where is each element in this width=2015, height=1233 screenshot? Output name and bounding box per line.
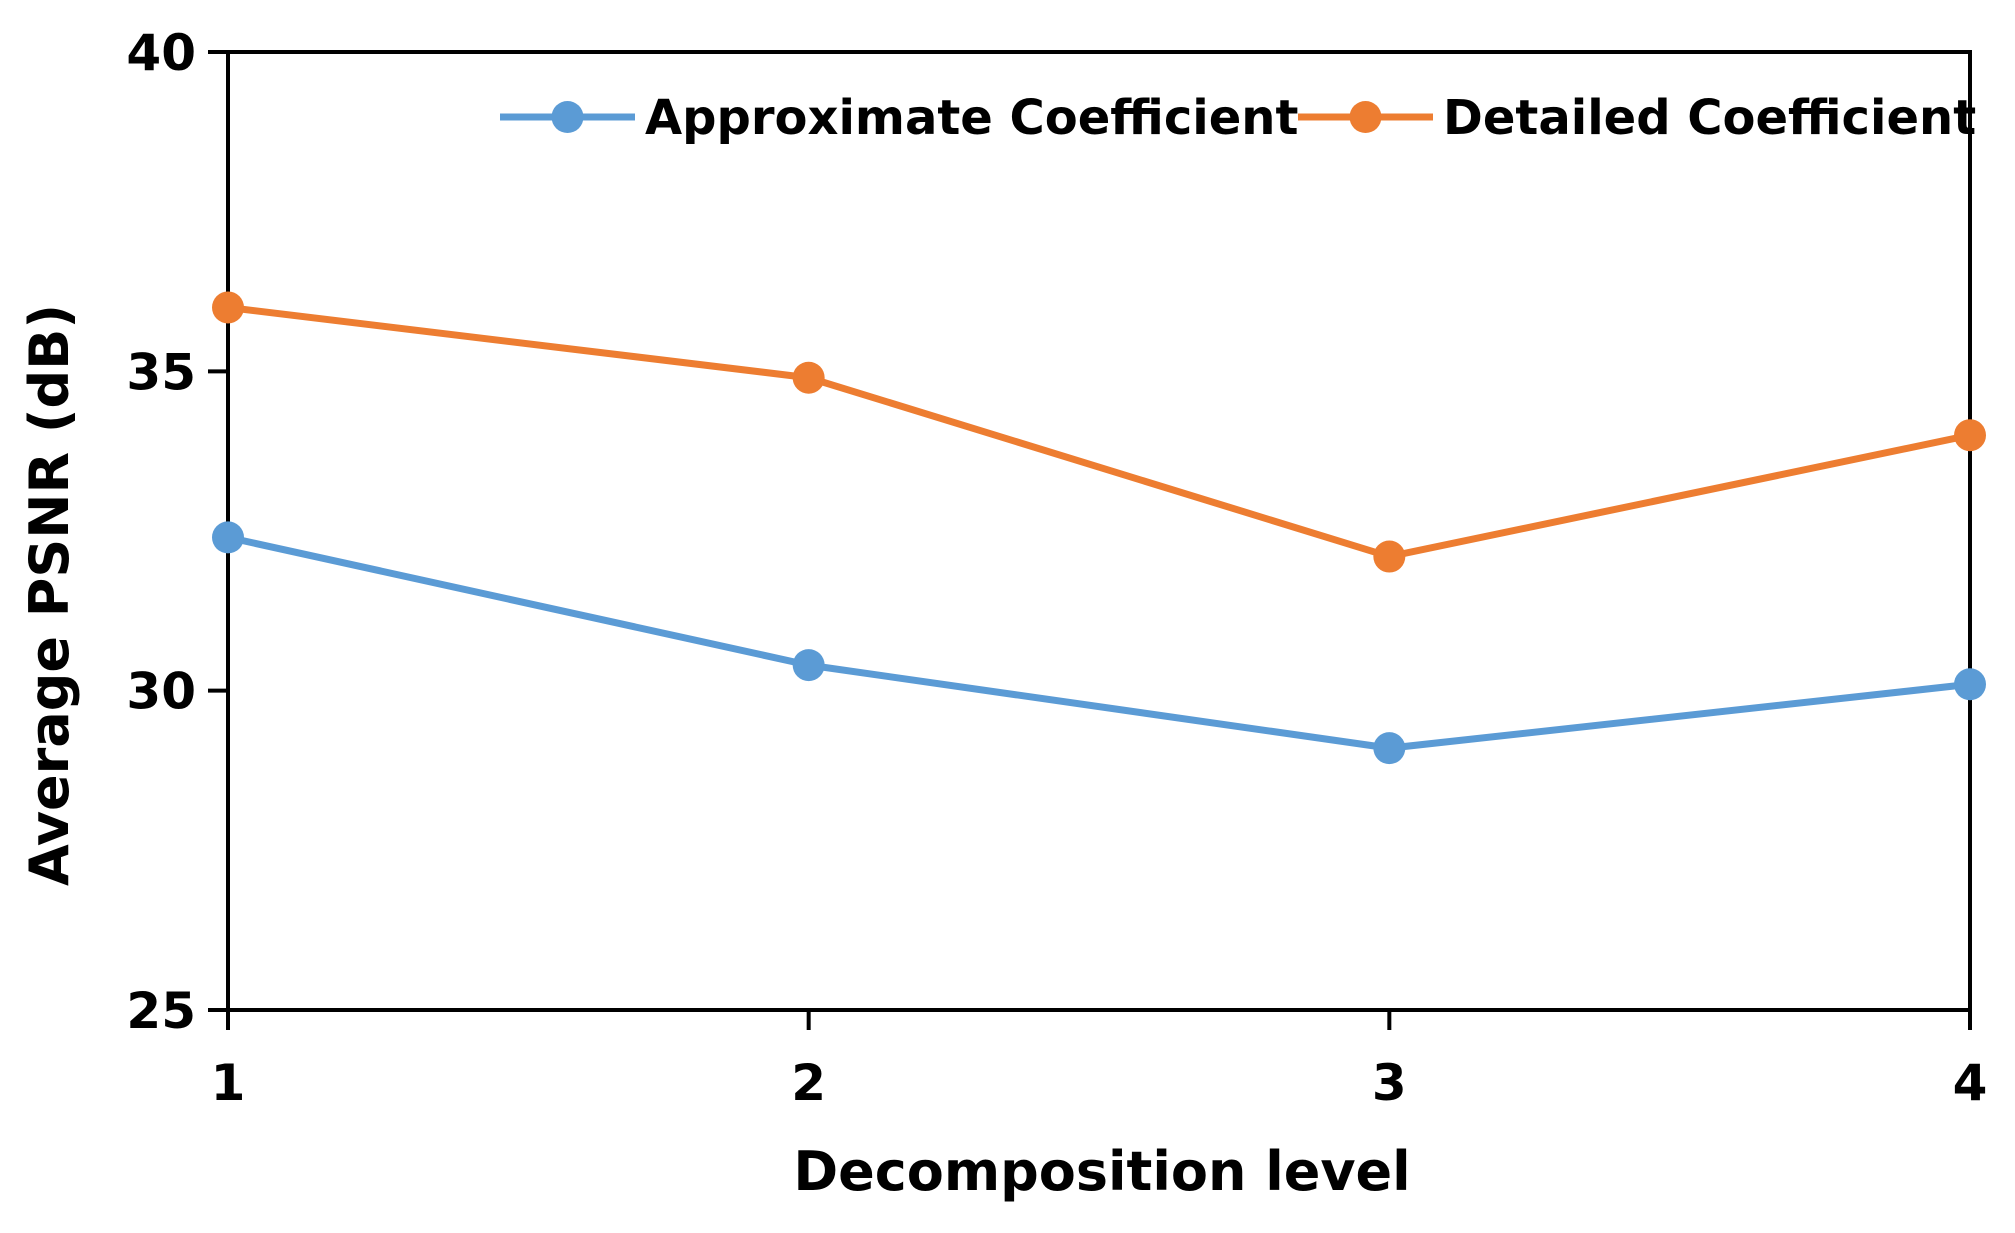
- legend-label-1: Approximate Coefficient: [645, 90, 1298, 146]
- y-tick-label: 40: [126, 24, 196, 82]
- y-axis-title: Average PSNR (dB): [18, 304, 81, 886]
- series-line-1: [227, 533, 1971, 752]
- legend-label-2: Detailed Coefficient: [1443, 90, 1976, 146]
- legend-marker-2: [1349, 101, 1382, 133]
- x-tick-label: 2: [791, 1054, 826, 1112]
- data-point: [212, 521, 244, 554]
- data-point: [212, 291, 244, 324]
- x-tick-label: 4: [1953, 1054, 1988, 1112]
- x-axis-title: Decomposition level: [793, 1140, 1410, 1203]
- series-line-2: [227, 303, 1971, 561]
- y-tick-label: 25: [126, 982, 196, 1040]
- data-point: [1373, 732, 1406, 765]
- x-tick-label: 1: [211, 1054, 246, 1112]
- y-tick-label: 30: [126, 663, 196, 721]
- data-point: [1954, 668, 1986, 701]
- legend-marker-1: [551, 101, 584, 133]
- data-point: [1373, 540, 1406, 573]
- data-point: [792, 361, 825, 394]
- y-tick-label: 35: [126, 343, 196, 401]
- data-point: [1954, 419, 1986, 452]
- data-point: [792, 649, 825, 682]
- x-tick-label: 3: [1372, 1054, 1407, 1112]
